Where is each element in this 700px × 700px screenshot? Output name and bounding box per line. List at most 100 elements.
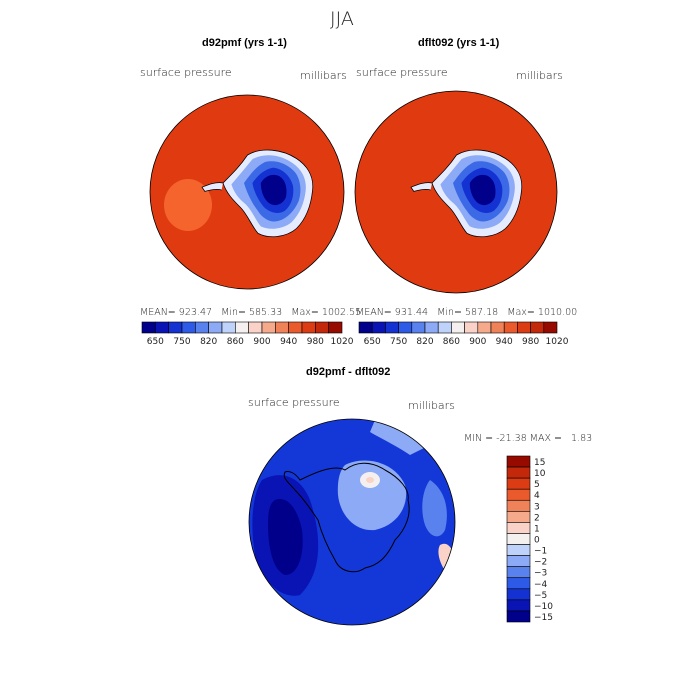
panel1-colorbar-swatch — [181, 321, 196, 334]
diff-tiny-positive-region — [366, 477, 374, 483]
diff-colorbar-label: 15 — [534, 458, 545, 468]
panel2-colorbar-swatch — [371, 321, 386, 334]
diff-colorbar-swatch — [506, 522, 531, 534]
diff-max-value: 1.83 — [571, 433, 593, 444]
panel1-colorbar-swatch — [248, 321, 263, 334]
panel1-colorbar-swatch — [235, 321, 249, 334]
panel1-min-value: 585.33 — [248, 307, 283, 318]
panel1-map-border — [149, 94, 345, 290]
panel1-colorbar-swatch — [141, 321, 156, 334]
panel1-mean-label: MEAN= — [140, 307, 176, 318]
panel2-colorbar-swatch — [437, 321, 452, 334]
panel1-colorbar-tick-label: 980 — [307, 337, 324, 347]
diff-min-value: -21.38 — [496, 433, 527, 444]
diff-mid-negative-region — [422, 480, 447, 537]
diff-minmax: MIN = -21.38 MAX = 1.83 — [464, 433, 592, 444]
diff-colorbar-label: 10 — [534, 469, 546, 479]
panel2-colorbar-swatch — [451, 321, 465, 334]
panel1-mean-value: 923.47 — [178, 307, 213, 318]
panel2-mean-value: 931.44 — [394, 307, 429, 318]
diff-coastline — [283, 462, 410, 573]
panel2-mean-label: MEAN= — [356, 307, 392, 318]
panel2-max-label: Max= — [507, 307, 535, 318]
panel1-colorbar-tick-label: 750 — [173, 337, 190, 347]
diff-colorbar-swatch — [506, 610, 531, 623]
panel1-colorbar-tick-label: 650 — [147, 337, 164, 347]
panel2-colorbar-swatch — [424, 321, 439, 334]
diff-northeast-weak-region — [370, 420, 430, 455]
panel2-colorbar-swatch — [385, 321, 399, 334]
panel2-colorbar-swatch — [398, 321, 413, 334]
panel1-colorbar-swatch — [168, 321, 183, 334]
diff-units-label: millibars — [408, 399, 455, 412]
panel2-colorbar-tick-label: 980 — [522, 337, 539, 347]
diff-colorbar-label: 1 — [534, 524, 540, 534]
diff-min-label: MIN = — [464, 433, 494, 444]
diff-max-label: MAX = — [529, 433, 562, 444]
diff-colorbar-swatch — [506, 488, 531, 501]
panel1-colorbar-tick-label: 940 — [280, 337, 297, 347]
diff-title: d92pmf - dflt092 — [306, 366, 391, 378]
panel1-colorbar-tick-label: 1020 — [331, 337, 354, 347]
panel2-title: dflt092 (yrs 1-1) — [418, 37, 500, 49]
panel2-colorbar-swatch — [530, 321, 545, 334]
panel2-colorbar-swatch — [464, 321, 479, 334]
panel2-colorbar-swatch — [358, 321, 373, 334]
diff-variable-label: surface pressure — [248, 396, 340, 409]
panel1-min-label: Min= — [221, 307, 246, 318]
panel2-colorbar-swatch — [490, 321, 505, 334]
panel2-max-value: 1010.00 — [537, 307, 578, 318]
panel1-max-label: Max= — [291, 307, 319, 318]
panel1-colorbar-swatch — [301, 321, 316, 334]
diff-colorbar-label: −15 — [534, 613, 553, 623]
panel1-colorbar-swatch — [195, 321, 209, 334]
panel2-colorbar-tick-label: 900 — [469, 337, 486, 347]
panel2-colorbar-tick-label: 750 — [390, 337, 407, 347]
panel2-colorbar-tick-label: 860 — [443, 337, 460, 347]
panel1-title: d92pmf (yrs 1-1) — [202, 37, 287, 49]
diff-colorbar-swatch — [506, 455, 531, 468]
diff-map-border — [248, 418, 456, 626]
diff-colorbar-label: −1 — [534, 547, 547, 557]
panel1-colorbar-swatch — [315, 321, 329, 334]
panel1-variable-label: surface pressure — [140, 66, 232, 79]
panel1-colorbar-swatch — [288, 321, 303, 334]
diff-colorbar-swatch — [506, 466, 531, 479]
panel2-colorbar-swatch — [517, 321, 531, 334]
panel1-stats: MEAN= 923.47 Min= 585.33 Max= 1002.55 — [140, 307, 361, 318]
panel1-colorbar-swatch — [275, 321, 289, 334]
diff-colorbar-label: −2 — [534, 558, 547, 568]
diff-core-negative-region — [268, 499, 303, 575]
panel2-min-label: Min= — [437, 307, 462, 318]
panel1-colorbar-tick-label: 820 — [200, 337, 217, 347]
panel1-max-value: 1002.55 — [321, 307, 362, 318]
diff-colorbar-label: −3 — [534, 569, 547, 579]
panel2-colorbar-tick-label: 820 — [416, 337, 433, 347]
panel1-colorbar-swatch — [155, 321, 169, 334]
diff-colorbar-swatch — [506, 477, 531, 490]
diff-colorbar-swatch — [506, 599, 531, 612]
diff-weak-negative-region — [337, 460, 407, 531]
panel1-colorbar-tick-label: 860 — [227, 337, 244, 347]
panel1-colorbar-swatch — [208, 321, 223, 334]
diff-colorbar-label: 5 — [534, 480, 540, 490]
diff-colorbar-swatch — [506, 555, 531, 567]
panel1-low-anomaly — [164, 179, 212, 231]
panel2-colorbar-tick-label: 940 — [496, 337, 513, 347]
diff-colorbar-label: −5 — [534, 591, 547, 601]
panel2-min-value: 587.18 — [464, 307, 499, 318]
diff-colorbar-label: −10 — [534, 602, 553, 612]
panel2-colorbar-swatch — [543, 321, 558, 334]
panel1-colorbar-swatch — [261, 321, 276, 334]
panel2-colorbar-tick-label: 1020 — [546, 337, 569, 347]
diff-colorbar-swatch — [506, 566, 531, 579]
diff-colorbar-swatch — [506, 533, 531, 545]
diff-colorbar-label: 0 — [534, 536, 540, 546]
panel1-colorbar-swatch — [221, 321, 236, 334]
panel1-colorbar-tick-label: 900 — [253, 337, 270, 347]
diff-colorbar-swatch — [506, 544, 531, 556]
diff-map — [249, 419, 455, 625]
season-title: JJA — [330, 8, 354, 30]
